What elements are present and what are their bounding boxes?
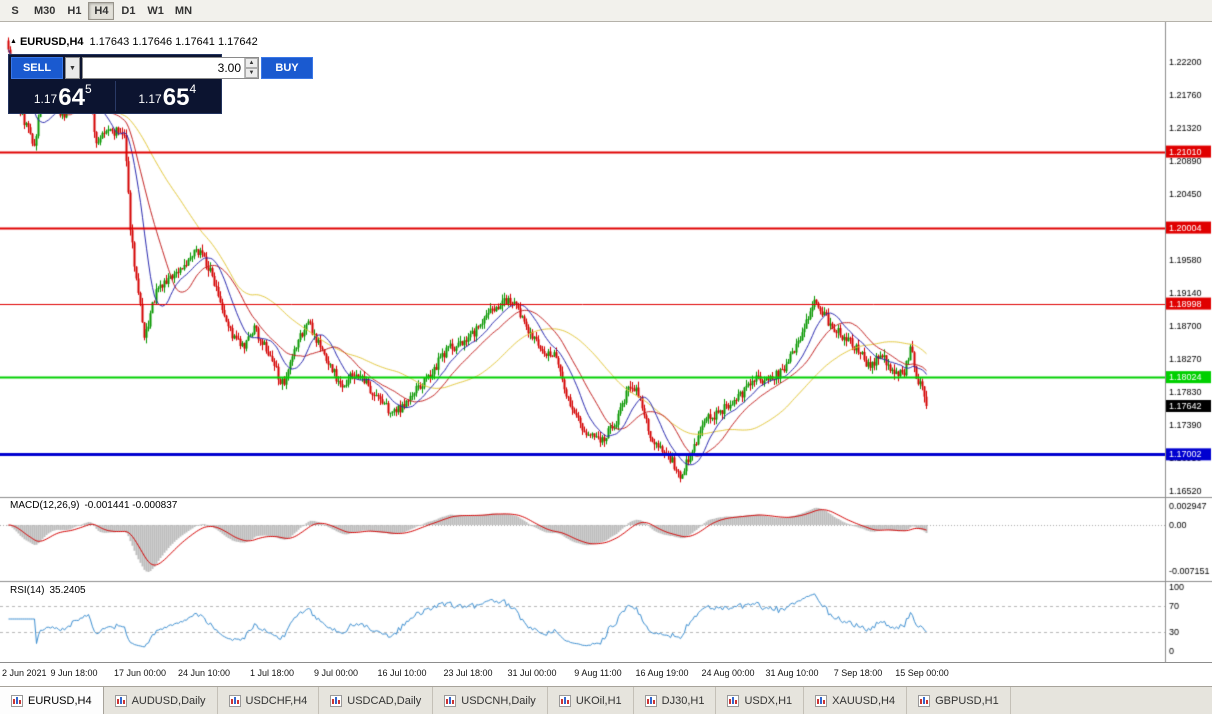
timeframe-button-mn[interactable]: MN xyxy=(170,2,197,20)
chevron-down-icon: ▼ xyxy=(69,64,76,72)
macd-indicator-label: MACD(12,26,9) -0.001441 -0.000837 xyxy=(10,500,177,511)
timeframe-button-h4[interactable]: H4 xyxy=(88,1,115,20)
chart-tab-icon xyxy=(114,694,127,707)
chart-tab-usdcnh-daily[interactable]: USDCNH,Daily xyxy=(433,687,548,714)
timeframe-toolbar: S M30 H1 H4 D1 W1 MN xyxy=(0,0,1212,22)
chart-tab-audusd-daily[interactable]: AUDUSD,Daily xyxy=(104,687,218,714)
rsi-indicator-label: RSI(14) 35.2405 xyxy=(10,585,86,596)
volume-input[interactable] xyxy=(83,58,244,78)
time-axis-label: 17 Jun 00:00 xyxy=(113,668,167,678)
volume-decrement-button[interactable]: ▼ xyxy=(245,68,258,78)
buy-price[interactable]: 1.17 65 4 xyxy=(116,81,220,111)
timeframe-button-h1[interactable]: H1 xyxy=(61,2,87,20)
chart-tab-label: USDCNH,Daily xyxy=(461,694,536,707)
chart-tab-xauusd-h4[interactable]: XAUUSD,H4 xyxy=(804,687,908,714)
time-axis-label: 31 Jul 00:00 xyxy=(507,668,557,678)
spinner-up-icon: ▲ xyxy=(248,60,255,66)
sell-button[interactable]: SELL xyxy=(11,57,63,79)
chart-tab-label: UKOil,H1 xyxy=(575,694,622,707)
chart-tab-icon xyxy=(918,694,931,707)
timeframe-button-m30[interactable]: M30 xyxy=(29,2,60,20)
sell-price[interactable]: 1.17 64 5 xyxy=(11,81,115,111)
symbol-label: EURUSD,H4 xyxy=(19,36,84,48)
buy-price-point: 4 xyxy=(189,82,197,96)
timeframe-button-w1[interactable]: W1 xyxy=(142,2,169,20)
ohlc-values: 1.17643 1.17646 1.17641 1.17642 xyxy=(89,36,258,48)
chart-tab-icon xyxy=(727,694,740,707)
chart-tab-icon xyxy=(228,694,241,707)
chart-tab-icon xyxy=(11,694,23,707)
chart-tab-label: EURUSD,H4 xyxy=(28,694,92,707)
time-axis-label: 24 Jun 10:00 xyxy=(177,668,231,678)
time-axis-label: 16 Aug 19:00 xyxy=(635,668,689,678)
chart-tab-usdchf-h4[interactable]: USDCHF,H4 xyxy=(218,687,320,714)
chart-tab-bar: EURUSD,H4 AUDUSD,Daily USDCHF,H4 USDCAD,Dai… xyxy=(0,686,1212,714)
chart-tab-eurusd-h4[interactable]: EURUSD,H4 xyxy=(0,687,104,714)
volume-dropdown-button[interactable]: ▼ xyxy=(65,57,80,79)
buy-price-prefix: 1.17 xyxy=(138,92,162,106)
time-axis-label: 24 Aug 00:00 xyxy=(701,668,755,678)
chart-tab-usdcad-daily[interactable]: USDCAD,Daily xyxy=(319,687,434,714)
rsi-value: 35.2405 xyxy=(49,585,86,596)
time-axis-label: 15 Sep 00:00 xyxy=(895,668,949,678)
time-axis-label: 2 Jun 2021 xyxy=(2,668,47,678)
chart-tab-ukoil-h1[interactable]: UKOil,H1 xyxy=(548,687,634,714)
buy-price-pips: 65 xyxy=(162,84,190,112)
chart-tab-dj30-h1[interactable]: DJ30,H1 xyxy=(634,687,717,714)
chart-tab-label: XAUUSD,H4 xyxy=(832,694,896,707)
chart-tab-icon xyxy=(444,694,457,707)
volume-field: ▲ ▼ xyxy=(82,57,259,79)
time-axis-label: 16 Jul 10:00 xyxy=(377,668,427,678)
sell-price-point: 5 xyxy=(84,82,92,96)
chart-tab-icon xyxy=(330,694,343,707)
chart-symbol-header: ▲ EURUSD,H4 1.17643 1.17646 1.17641 1.1764… xyxy=(10,36,258,48)
time-axis-label: 9 Jul 00:00 xyxy=(313,668,359,678)
time-axis[interactable]: 2 Jun 2021 9 Jun 18:00 17 Jun 00:00 24 Jun … xyxy=(0,662,1212,686)
chart-tab-label: USDX,H1 xyxy=(744,694,793,707)
time-axis-label: 31 Aug 10:00 xyxy=(765,668,819,678)
sell-price-pips: 64 xyxy=(58,84,85,112)
chart-tab-icon xyxy=(558,694,571,707)
rsi-name: RSI(14) xyxy=(10,585,45,596)
timeframe-button-s[interactable]: S xyxy=(2,2,28,20)
time-axis-label: 9 Jun 18:00 xyxy=(50,668,98,678)
chart-tab-usdx-h1[interactable]: USDX,H1 xyxy=(716,687,805,714)
chart-tab-label: USDCAD,Daily xyxy=(347,694,422,707)
price-divider xyxy=(114,81,116,111)
chart-tab-icon xyxy=(815,694,828,707)
chart-tab-label: AUDUSD,Daily xyxy=(131,694,206,707)
collapse-icon[interactable]: ▲ xyxy=(10,38,17,45)
time-axis-label: 7 Sep 18:00 xyxy=(833,668,883,678)
time-axis-label: 23 Jul 18:00 xyxy=(443,668,493,678)
chart-tab-label: DJ30,H1 xyxy=(661,694,705,707)
spinner-down-icon: ▼ xyxy=(248,70,255,76)
chart-tab-icon xyxy=(644,694,657,707)
chart-tab-gbpusd-h1[interactable]: GBPUSD,H1 xyxy=(907,687,1011,714)
timeframe-button-d1[interactable]: D1 xyxy=(115,2,141,20)
macd-name: MACD(12,26,9) xyxy=(10,500,80,511)
sell-price-prefix: 1.17 xyxy=(33,92,58,106)
time-axis-label: 1 Jul 18:00 xyxy=(249,668,295,678)
chart-tab-label: USDCHF,H4 xyxy=(245,694,308,707)
volume-increment-button[interactable]: ▲ xyxy=(245,58,258,68)
chart-tab-label: GBPUSD,H1 xyxy=(935,694,999,707)
macd-values: -0.001441 -0.000837 xyxy=(84,500,178,511)
buy-button[interactable]: BUY xyxy=(261,57,313,79)
time-axis-label: 9 Aug 11:00 xyxy=(574,668,622,678)
